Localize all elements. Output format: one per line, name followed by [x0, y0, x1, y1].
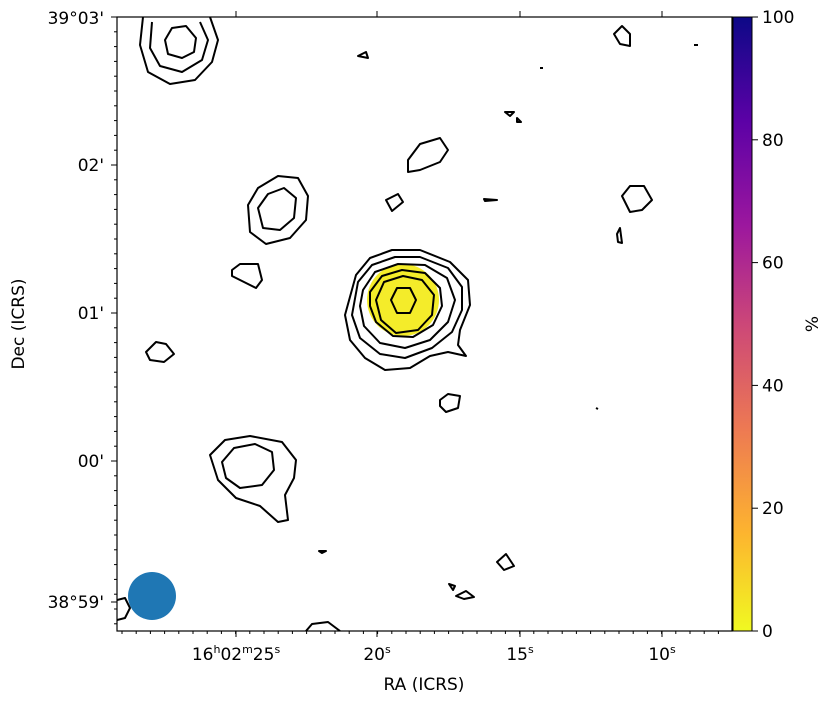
contour-blob-13: [504, 111, 515, 117]
colorbar-tick-label: 80: [762, 131, 784, 151]
contour-blob-16: [318, 550, 327, 554]
colorbar-tick-label: 60: [762, 254, 784, 274]
contour-source-3: [359, 263, 456, 349]
colorbar-ticks: [752, 16, 758, 632]
y-tick-label: 39°03': [48, 9, 104, 29]
contour-source-inner: [390, 287, 417, 314]
contour-midleft-outer: [247, 175, 309, 245]
contour-source-4: [369, 269, 443, 338]
x-axis-label: RA (ICRS): [384, 675, 465, 695]
axis-ticks: [111, 11, 719, 637]
contour-blob-2: [231, 263, 263, 289]
colorbar-tick-label: 20: [762, 499, 784, 519]
contour-blob-5: [621, 185, 653, 213]
contour-lowerleft-outer: [209, 435, 297, 523]
y-tick-label: 38°59': [48, 593, 104, 613]
contour-blob-10: [448, 583, 456, 591]
contour-blob-15: [483, 198, 498, 202]
plot-frame: [116, 16, 733, 632]
contour-source-outer: [344, 249, 471, 371]
x-tick-label: 20s: [363, 643, 391, 665]
colorbar-tick-labels: 0 20 40 60 80 100: [762, 8, 794, 642]
contour-blob-7: [439, 393, 461, 413]
contour-topleft-outer: [139, 17, 219, 85]
contour-blob-14: [516, 117, 522, 123]
colorbar-label: %: [803, 316, 823, 332]
contour-edge-bottom: [305, 621, 341, 631]
colorbar-tick-label: 100: [762, 8, 794, 28]
y-tick-label: 02': [78, 156, 104, 176]
contour-blob-3: [145, 341, 175, 363]
colorbar-tick-label: 0: [762, 622, 773, 642]
contour-layer: [117, 17, 698, 631]
contour-blob-9: [455, 590, 475, 600]
y-tick-label: 01': [78, 304, 104, 324]
beam-ellipse: [128, 572, 176, 620]
contour-blob-6: [613, 25, 631, 47]
contour-blob-12: [616, 227, 623, 244]
contour-source-5: [375, 275, 435, 334]
contour-lowerleft-inner: [221, 443, 275, 489]
contour-blob-8: [496, 553, 515, 571]
x-tick-label: 16h02m25s: [192, 643, 281, 665]
y-axis-label: Dec (ICRS): [9, 278, 29, 369]
contour-source-2: [351, 256, 463, 359]
colorbar-tick-label: 40: [762, 376, 784, 396]
contour-topleft-inner: [164, 25, 197, 59]
contour-blob-1: [407, 137, 449, 173]
colorbar: [732, 16, 753, 632]
contour-blob-4: [385, 193, 404, 212]
contour-midleft-inner: [257, 187, 297, 231]
y-tick-label: 00': [78, 452, 104, 472]
x-tick-label: 10s: [648, 643, 676, 665]
x-tick-label: 15s: [506, 643, 534, 665]
contour-blob-11: [357, 51, 369, 59]
contour-blob-19: [595, 407, 599, 410]
contour-edge-bottom-left: [117, 597, 131, 621]
contour-topleft-mid: [149, 21, 209, 73]
